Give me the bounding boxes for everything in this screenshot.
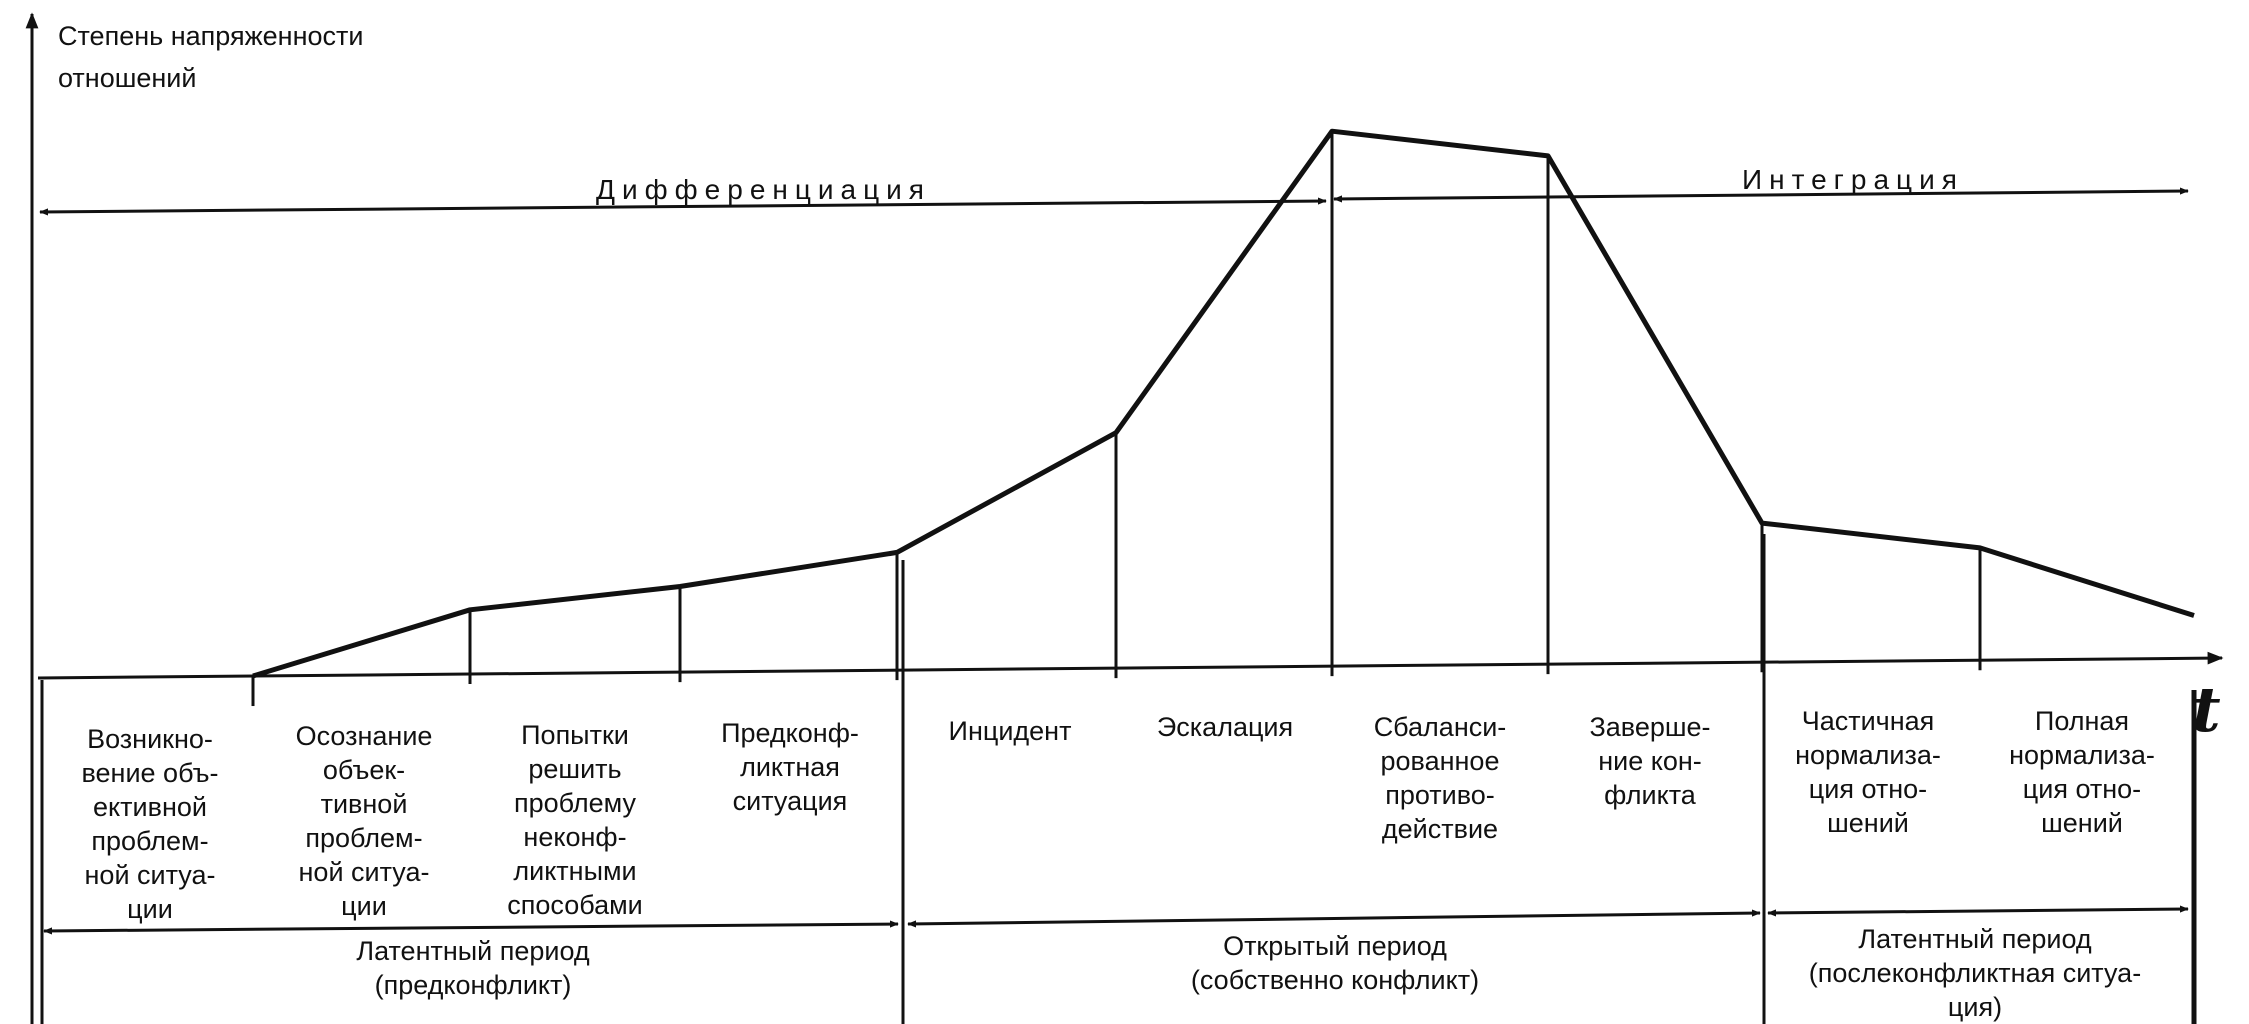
stage-label-5-line-1: Инцидент: [949, 716, 1072, 746]
stage-label-9-line-3: ция отно-: [1809, 774, 1927, 804]
stage-label-1-line-6: ции: [127, 894, 173, 924]
differentiation-span-label: Дифференциация: [596, 174, 931, 205]
stage-label-3-line-3: проблему: [514, 788, 637, 818]
differentiation-span-arrow: [39, 197, 1327, 216]
period-label-1-line-1: Латентный период: [356, 936, 590, 966]
stage-label-4-line-3: ситуация: [733, 786, 848, 816]
stage-label-7-line-4: действие: [1382, 814, 1498, 844]
stage-label-1-line-5: ной ситуа-: [85, 860, 216, 890]
stage-label-9-line-1: Частичная: [1802, 706, 1935, 736]
stage-label-2-line-1: Осознание: [296, 721, 433, 751]
period-label-2-line-2: (собственно конфликт): [1191, 965, 1479, 995]
stage-label-2-line-2: объек-: [323, 755, 405, 785]
stage-label-2-line-6: ции: [341, 891, 387, 921]
stage-label-9-line-2: нормализа-: [1795, 740, 1941, 770]
stage-label-3-line-1: Попытки: [521, 720, 629, 750]
stage-label-4-line-2: ликтная: [740, 752, 840, 782]
stage-label-4-line-1: Предконф-: [721, 718, 859, 748]
tension-curve: [252, 128, 2195, 679]
stage-label-2-line-4: проблем-: [305, 823, 422, 853]
y-axis-label-line-1: Степень напряженности: [58, 21, 363, 51]
stage-label-10-line-1: Полная: [2035, 706, 2129, 736]
period-label-1-line-2: (предконфликт): [375, 970, 572, 1000]
stage-label-3-line-5: ликтными: [513, 856, 636, 886]
stage-label-6-line-1: Эскалация: [1157, 712, 1293, 742]
stage-label-1-line-3: ективной: [93, 792, 207, 822]
period-label-3-line-1: Латентный период: [1858, 924, 2092, 954]
stage-label-8-line-1: Заверше-: [1589, 712, 1710, 742]
stage-label-10-line-2: нормализа-: [2009, 740, 2155, 770]
integration-span-arrow: [1333, 187, 2189, 203]
stage-label-7-line-3: противо-: [1385, 780, 1495, 810]
stage-label-3-line-6: способами: [507, 890, 642, 920]
y-axis-label-line-2: отношений: [58, 63, 196, 93]
stage-label-1-line-4: проблем-: [91, 826, 208, 856]
stage-label-3-line-4: неконф-: [523, 822, 626, 852]
open-period-arrow: [907, 909, 1761, 928]
stage-label-10-line-3: ция отно-: [2023, 774, 2141, 804]
period-label-3-line-2: (послеконфликтная ситуа-: [1809, 958, 2141, 988]
stage-label-8-line-3: фликта: [1604, 780, 1697, 810]
stage-label-10-line-4: шений: [2041, 808, 2123, 838]
x-axis: [37, 651, 2224, 680]
period-label-2-line-1: Открытый период: [1223, 931, 1447, 961]
integration-span-label: Интеграция: [1742, 164, 1964, 195]
stage-label-7-line-2: рованное: [1381, 746, 1500, 776]
stage-label-2-line-3: тивной: [321, 789, 408, 819]
stage-label-1-line-2: вение объ-: [81, 758, 218, 788]
stage-label-7-line-1: Сбаланси-: [1374, 712, 1507, 742]
post-latent-period-arrow: [1767, 905, 2189, 917]
stage-label-1-line-1: Возникно-: [87, 724, 213, 754]
stage-label-9-line-4: шений: [1827, 808, 1909, 838]
latent-period-arrow: [43, 920, 899, 935]
period-label-3-line-3: ция): [1948, 992, 2002, 1022]
stage-label-2-line-5: ной ситуа-: [299, 857, 430, 887]
stage-label-3-line-2: решить: [528, 754, 621, 784]
stage-label-8-line-2: ние кон-: [1598, 746, 1702, 776]
x-axis-label: t: [2192, 673, 2221, 746]
